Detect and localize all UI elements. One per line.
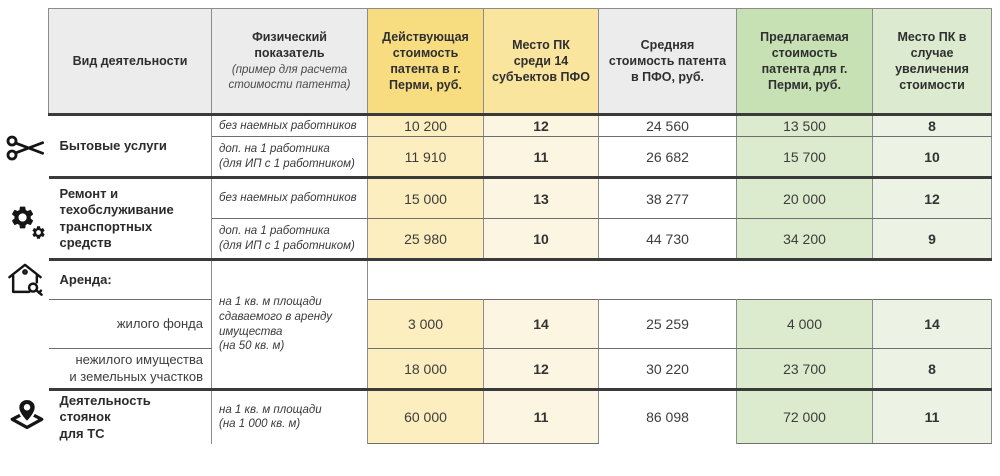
new-place-cell: 10 [872, 136, 992, 179]
new-place-cell: 14 [872, 299, 992, 349]
indicator-cell: на 1 кв. м площади (на 1 000 кв. м) [211, 389, 368, 444]
activity-cell: жилого фонда [48, 299, 212, 349]
avg-cost-cell: 38 277 [598, 177, 737, 219]
proposed-cost-cell: 23 700 [736, 348, 873, 391]
new-place-cell: 8 [872, 348, 992, 391]
header-proposed-cost: Предлагаемая стоимость патента для г. Пе… [736, 8, 873, 116]
new-place-cell: 11 [872, 389, 992, 445]
pfo-place-cell: 11 [483, 136, 599, 179]
current-cost-cell: 3 000 [367, 299, 484, 349]
pfo-place-cell: 11 [483, 389, 599, 445]
activity-cell: Аренда: [48, 259, 212, 300]
table-row: доп. на 1 работника (для ИП с 1 работник… [49, 218, 992, 261]
table-row: жилого фонда 3 000 14 25 259 4 000 14 [48, 299, 992, 349]
current-cost-cell: 18 000 [367, 348, 484, 391]
proposed-cost-cell: 15 700 [736, 136, 873, 179]
proposed-cost-cell: 72 000 [736, 389, 873, 445]
header-pfo-place: Место ПК среди 14 субъектов ПФО [483, 8, 599, 116]
avg-cost-cell: 86 098 [598, 389, 737, 444]
current-cost-cell: 15 000 [367, 177, 484, 219]
activity-cell: нежилого имущества и земельных участков [48, 348, 212, 391]
table-row: Бытовые услуги без наемных работников 10… [48, 114, 992, 179]
activity-cell: Бытовые услуги [48, 114, 212, 179]
activity-cell: Ремонт и техобслуживание транспортных ср… [48, 177, 212, 261]
current-cost-cell: 10 200 [367, 114, 484, 137]
pfo-place-cell: 10 [483, 218, 599, 261]
activity-cell: Деятельность стоянок для ТС [48, 389, 212, 444]
indicator-cell: доп. на 1 работника (для ИП с 1 работник… [211, 218, 368, 261]
new-place-cell: 9 [872, 218, 992, 261]
proposed-cost-cell: 34 200 [736, 218, 873, 261]
avg-cost-cell: 24 560 [598, 114, 737, 137]
house-key-icon [6, 262, 44, 298]
pfo-place-cell: 12 [483, 114, 599, 137]
avg-cost-cell: 25 259 [598, 299, 737, 349]
avg-cost-cell: 26 682 [598, 136, 737, 179]
indicator-cell: без наемных работников [211, 114, 368, 137]
current-cost-cell: 25 980 [367, 218, 484, 261]
map-pin-icon [8, 397, 46, 435]
current-cost-cell: 60 000 [367, 389, 484, 445]
header-physical-indicator: Физический показатель (пример для расчет… [211, 8, 368, 116]
proposed-cost-cell: 4 000 [736, 299, 873, 349]
pfo-place-cell: 14 [483, 299, 599, 349]
patent-cost-table: Вид деятельности Физический показатель (… [48, 8, 992, 445]
new-place-cell: 12 [872, 177, 992, 219]
header-physical-indicator-note: (пример для расчета стоимости патента) [228, 64, 351, 91]
table-row: Деятельность стоянок для ТС на 1 кв. м п… [48, 389, 992, 445]
table-header-row: Вид деятельности Физический показатель (… [48, 8, 992, 116]
pfo-place-cell: 13 [483, 177, 599, 219]
proposed-cost-cell: 13 500 [736, 114, 873, 137]
table-row: Аренда: на 1 кв. м площади сдаваемого в … [48, 259, 992, 391]
header-activity: Вид деятельности [48, 8, 212, 116]
gears-icon [8, 203, 48, 241]
header-current-cost: Действующая стоимость патента в г. Перми… [367, 8, 484, 116]
header-average-cost: Средняя стоимость патента в ПФО, руб. [598, 8, 737, 116]
indicator-cell: на 1 кв. м площади сдаваемого в аренду и… [211, 259, 368, 391]
table-row: Ремонт и техобслуживание транспортных ср… [48, 177, 992, 261]
proposed-cost-cell: 20 000 [736, 177, 873, 219]
indicator-cell: без наемных работников [211, 177, 368, 219]
new-place-cell: 8 [872, 114, 992, 137]
table-row: нежилого имущества и земельных участков … [48, 348, 992, 391]
indicator-cell: доп. на 1 работника (для ИП с 1 работник… [211, 136, 368, 179]
current-cost-cell: 11 910 [367, 136, 484, 179]
empty-cell [367, 259, 992, 300]
pfo-place-cell: 12 [483, 348, 599, 391]
table-row: доп. на 1 работника (для ИП с 1 работник… [49, 136, 992, 179]
avg-cost-cell: 30 220 [598, 348, 737, 391]
scissors-icon [5, 131, 47, 165]
avg-cost-cell: 44 730 [598, 218, 737, 261]
header-new-place: Место ПК в случае увеличения стоимости [872, 8, 992, 116]
